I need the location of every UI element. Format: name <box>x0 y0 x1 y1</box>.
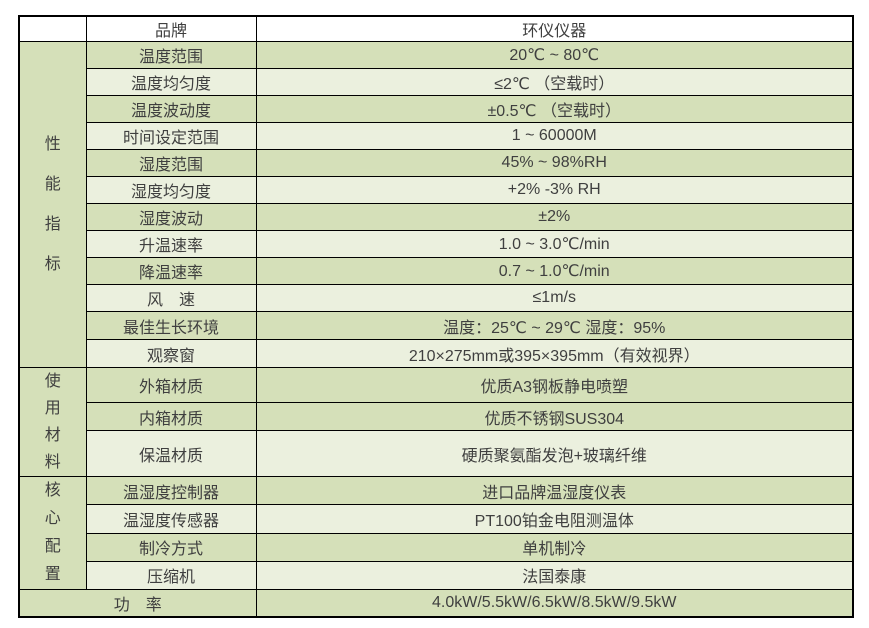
row-value-cell: 法国泰康 <box>255 560 854 591</box>
table-row: 温度均匀度 ≤2℃ （空载时） <box>19 68 854 96</box>
table-row: 时间设定范围 1 ~ 60000M <box>19 122 854 150</box>
table-row: 使用材料外箱材质 优质A3钢板静电喷塑 <box>18 367 854 477</box>
row-value-cell: 210×275mm或395×395mm（有效视界） <box>255 339 854 368</box>
group-char: 指 <box>44 215 61 233</box>
row-value-cell: 优质A3钢板静电喷塑 <box>255 367 854 403</box>
power-value-cell: 4.0kW/5.5kW/6.5kW/8.5kW/9.5kW <box>255 589 854 617</box>
row-value-cell: +2% -3% RH <box>255 176 854 204</box>
brand-value-cell: 环仪仪器 <box>255 15 854 42</box>
table-row: 核心配置温湿度控制器 进口品牌温湿度仪表 <box>18 475 854 590</box>
table-row: 性能指标温度范围 20℃ ~ 80℃ <box>18 41 854 368</box>
power-row: 功 率 4.0kW/5.5kW/6.5kW/8.5kW/9.5kW <box>18 589 854 617</box>
row-value-cell: 45% ~ 98%RH <box>255 149 854 177</box>
table-row: 湿度均匀度 +2% -3% RH <box>19 176 854 204</box>
row-label-cell: 降温速率 <box>85 257 257 285</box>
group-char: 标 <box>44 255 61 273</box>
row-label-cell: 温湿度传感器 <box>85 504 257 534</box>
row-label-cell: 温湿度控制器 <box>85 475 257 506</box>
group-char: 性 <box>44 135 61 153</box>
table-row: 降温速率 0.7 ~ 1.0℃/min <box>19 257 854 285</box>
row-value-cell: 1.0 ~ 3.0℃/min <box>255 230 854 258</box>
row-value-cell: 温度：25℃ ~ 29℃ 湿度：95% <box>255 311 854 340</box>
table-row: 升温速率 1.0 ~ 3.0℃/min <box>19 230 854 258</box>
table-row: 湿度范围 45% ~ 98%RH <box>19 149 854 177</box>
group-char: 心 <box>44 510 61 527</box>
table-row: 观察窗 210×275mm或395×395mm（有效视界） <box>19 339 854 368</box>
row-label-cell: 温度均匀度 <box>85 68 257 96</box>
row-value-cell: ≤2℃ （空载时） <box>255 68 854 96</box>
group-char: 能 <box>44 175 61 193</box>
group-char: 料 <box>44 454 61 471</box>
table-row: 压缩机 法国泰康 <box>19 560 854 591</box>
group-char: 核 <box>44 482 61 499</box>
row-label-cell: 保温材质 <box>85 430 257 477</box>
table-row: 内箱材质 优质不锈钢SUS304 <box>19 402 854 431</box>
table-row: 温度波动度 ±0.5℃ （空载时） <box>19 95 854 123</box>
row-label-cell: 温度波动度 <box>85 95 257 123</box>
group-char: 配 <box>44 538 61 555</box>
brand-label-cell: 品牌 <box>85 15 257 42</box>
group-cell-core-configuration: 核心配置 <box>18 476 87 590</box>
row-value-cell: 硬质聚氨酯发泡+玻璃纤维 <box>255 430 854 477</box>
spec-table: 品牌 环仪仪器 性能指标温度范围 20℃ ~ 80℃ 温度均匀度 ≤2℃ （空载时）温… <box>18 15 854 618</box>
row-label-cell: 最佳生长环境 <box>85 311 257 340</box>
row-label-cell: 压缩机 <box>85 560 257 591</box>
row-label-cell: 时间设定范围 <box>85 122 257 150</box>
row-label-cell: 温度范围 <box>85 41 257 69</box>
group-char: 置 <box>44 566 61 583</box>
table-header-row: 品牌 环仪仪器 <box>18 15 854 42</box>
group-char: 材 <box>44 427 61 444</box>
row-value-cell: 1 ~ 60000M <box>255 122 854 150</box>
table-row: 湿度波动 ±2% <box>19 203 854 231</box>
table-row: 最佳生长环境 温度：25℃ ~ 29℃ 湿度：95% <box>19 311 854 340</box>
group-char: 用 <box>44 400 61 417</box>
row-label-cell: 内箱材质 <box>85 402 257 431</box>
group-char: 使 <box>44 373 61 390</box>
row-label-cell: 外箱材质 <box>85 367 257 403</box>
row-label-cell: 升温速率 <box>85 230 257 258</box>
table-row: 保温材质 硬质聚氨酯发泡+玻璃纤维 <box>19 430 854 477</box>
row-label-cell: 风 速 <box>85 284 257 312</box>
row-label-cell: 湿度范围 <box>85 149 257 177</box>
row-label-cell: 观察窗 <box>85 339 257 368</box>
table-row: 温湿度传感器 PT100铂金电阻测温体 <box>19 504 854 534</box>
row-value-cell: 进口品牌温湿度仪表 <box>255 475 854 506</box>
row-value-cell: ±2% <box>255 203 854 231</box>
row-value-cell: ±0.5℃ （空载时） <box>255 95 854 123</box>
row-value-cell: 优质不锈钢SUS304 <box>255 402 854 431</box>
table-row: 风 速 ≤1m/s <box>19 284 854 312</box>
row-value-cell: 0.7 ~ 1.0℃/min <box>255 257 854 285</box>
row-value-cell: ≤1m/s <box>255 284 854 312</box>
row-label-cell: 湿度均匀度 <box>85 176 257 204</box>
spec-table-container: 品牌 环仪仪器 性能指标温度范围 20℃ ~ 80℃ 温度均匀度 ≤2℃ （空载时）温… <box>18 15 854 618</box>
group-cell-materials: 使用材料 <box>18 367 87 477</box>
row-label-cell: 制冷方式 <box>85 532 257 562</box>
row-value-cell: 20℃ ~ 80℃ <box>255 41 854 69</box>
row-value-cell: 单机制冷 <box>255 532 854 562</box>
group-cell-performance-indicators: 性能指标 <box>18 41 87 368</box>
table-row: 制冷方式 单机制冷 <box>19 532 854 562</box>
row-value-cell: PT100铂金电阻测温体 <box>255 504 854 534</box>
corner-cell <box>18 15 87 42</box>
row-label-cell: 湿度波动 <box>85 203 257 231</box>
power-label-cell: 功 率 <box>18 589 257 617</box>
